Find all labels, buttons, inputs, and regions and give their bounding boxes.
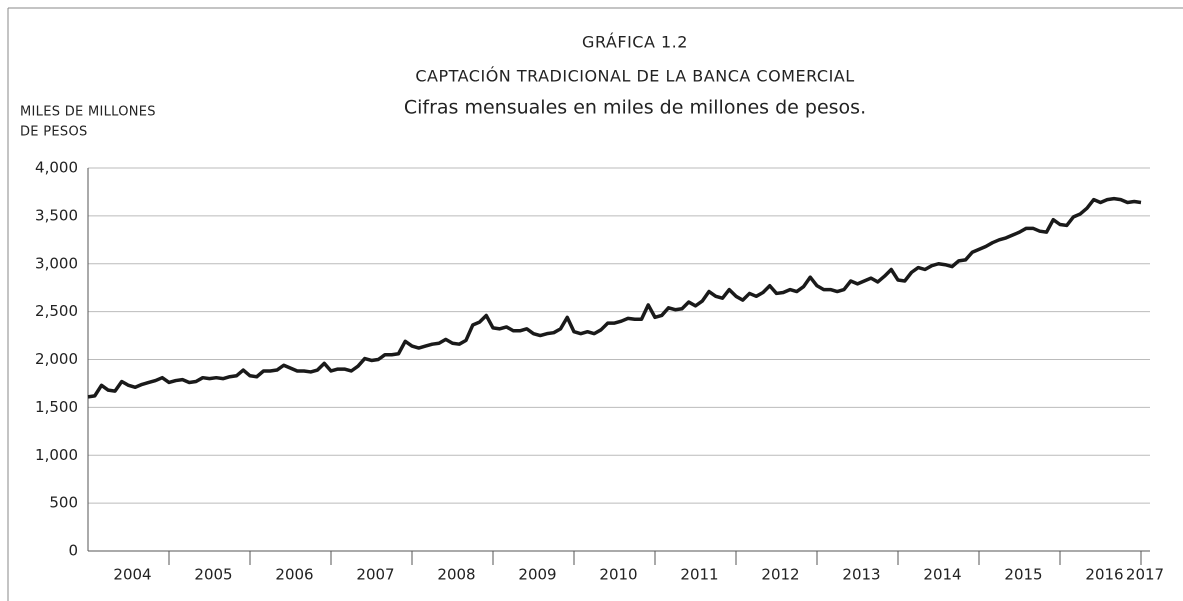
x-tick-label: 2004 [113, 566, 151, 584]
chart-caption: Cifras mensuales en miles de millones de… [404, 97, 866, 119]
x-tick-label: 2013 [842, 566, 880, 584]
x-tick-label: 2009 [518, 566, 556, 584]
line-series [87, 196, 1142, 399]
x-tick-label: 2015 [1004, 566, 1042, 584]
y-tick-label: 2,500 [35, 302, 78, 320]
chart-title: GRÁFICA 1.2 [582, 33, 688, 52]
y-tick-label: 4,000 [35, 159, 78, 177]
y-tick-label: 1,000 [35, 446, 78, 464]
x-tick-label: 2006 [275, 566, 313, 584]
y-tick-label: 0 [68, 542, 78, 560]
x-tick-label: 2005 [194, 566, 232, 584]
chart-subtitle: CAPTACIÓN TRADICIONAL DE LA BANCA COMERC… [415, 67, 854, 86]
y-tick-label: 1,500 [35, 398, 78, 416]
x-tick-label: 2007 [356, 566, 394, 584]
y-tick-label: 500 [49, 494, 78, 512]
x-tick-label: 2016 [1085, 566, 1123, 584]
x-tick-label: 2017 [1126, 566, 1164, 584]
y-tick-label: 2,000 [35, 350, 78, 368]
y-tick-label: 3,500 [35, 206, 78, 224]
y-tick-label: 3,000 [35, 254, 78, 272]
x-tick-label: 2012 [761, 566, 799, 584]
x-tick-label: 2014 [923, 566, 961, 584]
x-tick-label: 2011 [680, 566, 718, 584]
x-tick-label: 2010 [599, 566, 637, 584]
y-axis-label: MILES DE MILLONES [20, 105, 156, 120]
y-axis-label: DE PESOS [20, 125, 88, 140]
x-tick-label: 2008 [437, 566, 475, 584]
